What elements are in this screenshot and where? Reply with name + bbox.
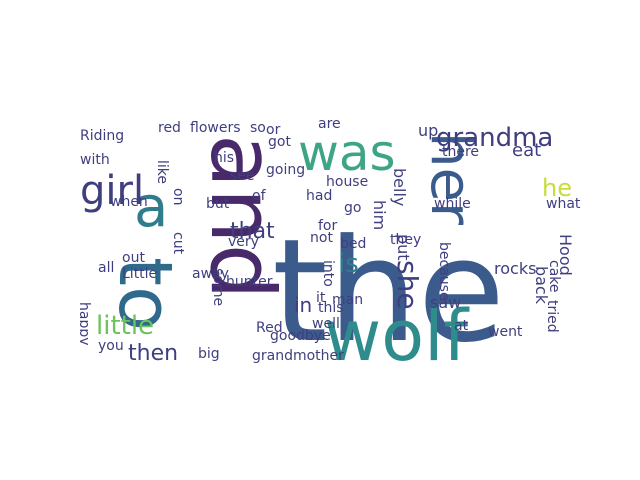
word: she — [391, 260, 424, 310]
word: had — [306, 188, 332, 204]
word: you — [98, 338, 124, 354]
word: away — [192, 266, 229, 282]
word: goodbye — [270, 328, 331, 344]
word: belly — [390, 168, 409, 206]
word: it — [316, 290, 326, 306]
word: on — [170, 188, 186, 205]
word: of — [252, 188, 267, 204]
word: tried — [544, 300, 560, 333]
word: put — [394, 234, 413, 261]
word: this — [318, 300, 344, 316]
word: eat — [512, 140, 541, 161]
word: his — [214, 150, 234, 166]
word: what — [546, 196, 581, 212]
word: back — [532, 266, 551, 305]
word: is — [338, 249, 359, 279]
word: little — [96, 311, 154, 341]
word: girl — [80, 168, 144, 214]
word: in — [294, 293, 312, 317]
word: Little — [122, 266, 157, 282]
word: into — [320, 260, 336, 287]
word: very — [228, 234, 259, 250]
word: a — [134, 175, 168, 240]
word: the — [272, 209, 505, 368]
word: house — [326, 174, 368, 190]
word: while — [434, 196, 471, 212]
word: some — [210, 268, 226, 306]
word: rocks — [494, 259, 536, 278]
word: not — [310, 230, 333, 246]
word: hunter — [226, 274, 273, 290]
word: was — [298, 124, 396, 182]
word: go — [344, 200, 361, 216]
word-cloud: the and to wolf was her a girl grandma he she littl… — [80, 112, 584, 368]
word: grandmother — [252, 348, 344, 364]
word: got — [268, 134, 291, 150]
word: see — [230, 168, 255, 184]
cloud-background — [80, 112, 584, 368]
word: and — [191, 134, 294, 300]
word: to — [102, 257, 188, 331]
word: are — [318, 116, 341, 132]
word: cake — [546, 260, 562, 293]
word: for — [318, 218, 337, 234]
word: Hood — [556, 234, 575, 276]
word: red — [158, 120, 181, 136]
word: Riding — [80, 128, 124, 144]
word: that — [230, 219, 275, 244]
word: man — [332, 292, 363, 308]
word: cut — [170, 232, 186, 255]
word: they — [390, 232, 421, 248]
word: up — [418, 121, 438, 140]
word: well — [312, 316, 340, 332]
word: there — [442, 144, 479, 160]
word: out — [122, 250, 145, 266]
word: her — [418, 132, 483, 226]
word: flowers — [190, 120, 241, 136]
word: grandma — [436, 123, 553, 153]
word: bed — [340, 236, 366, 252]
word: he — [542, 174, 572, 202]
word: then — [128, 341, 178, 366]
word: happy — [80, 302, 92, 346]
word: because — [436, 242, 452, 301]
word: big — [198, 346, 220, 362]
word: went — [488, 324, 523, 340]
word: at — [454, 318, 469, 334]
word: all — [98, 260, 114, 276]
word: or — [266, 122, 281, 138]
word: so — [250, 120, 266, 136]
word: him — [370, 200, 389, 230]
word: saw — [430, 293, 461, 312]
word: like — [154, 160, 170, 184]
word: Red — [256, 320, 283, 336]
word: with — [80, 152, 110, 168]
word: but — [206, 196, 230, 212]
word: when — [110, 194, 148, 210]
word: going — [266, 162, 305, 178]
word: wolf — [324, 295, 470, 368]
